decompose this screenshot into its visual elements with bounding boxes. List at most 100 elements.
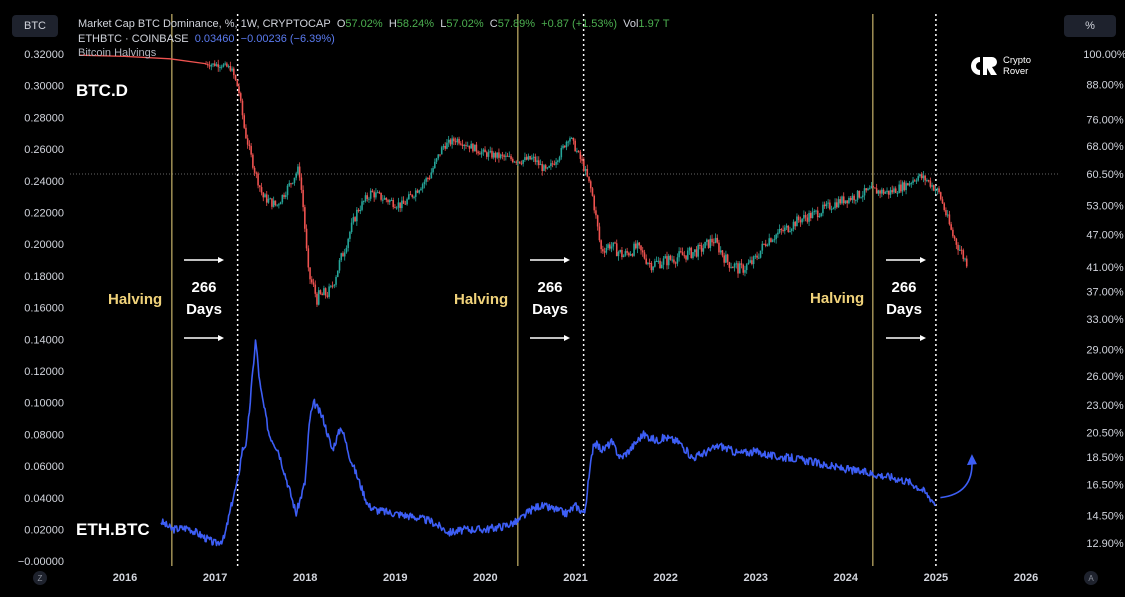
btcd-candle-body — [742, 264, 745, 273]
legend-ethbtc-change: −0.00236 (−6.39%) — [240, 33, 335, 45]
legend-close-label: C — [489, 18, 498, 30]
btcd-candle-body — [868, 188, 871, 190]
btcd-candle-body — [803, 215, 805, 219]
btcd-candle-body — [650, 263, 653, 271]
btcd-candle-body — [366, 195, 369, 199]
btcd-candle-body — [233, 68, 235, 76]
btcd-candle-body — [775, 234, 777, 240]
btcd-candle-body — [439, 154, 441, 156]
btcd-candle-body — [283, 194, 285, 197]
left-axis-tick-label: 0.30000 — [24, 81, 64, 93]
btcd-candle-body — [924, 175, 926, 181]
btcd-candle-body — [764, 243, 767, 246]
btcd-candle-body — [281, 194, 284, 203]
btcd-candle-body — [744, 270, 746, 273]
left-axis-tick-label: 0.28000 — [24, 112, 64, 124]
x-axis-tick-label: 2024 — [834, 572, 859, 584]
btcd-candle-body — [711, 238, 713, 243]
btcd-candle-body — [728, 262, 731, 268]
btcd-candle-body — [808, 212, 810, 222]
right-axis-tick-label: 60.50% — [1086, 169, 1124, 181]
x-axis-tick-label: 2018 — [293, 572, 317, 584]
btcd-candle-body — [835, 202, 838, 208]
btcd-candle-body — [279, 202, 282, 205]
btcd-candle-body — [634, 243, 637, 249]
right-axis-tick-label: 37.00% — [1086, 287, 1124, 299]
btcd-candle-body — [418, 190, 421, 193]
btcd-candle-body — [458, 138, 460, 144]
btcd-candle-body — [342, 253, 344, 257]
btcd-candle-body — [759, 250, 762, 258]
auto-scale-icon[interactable]: A — [1084, 571, 1098, 585]
btcd-candle-body — [207, 63, 209, 66]
btcd-candle-body — [617, 252, 620, 257]
btcd-candle-body — [891, 190, 894, 193]
btcd-candle-body — [284, 195, 287, 197]
btcd-candle-body — [496, 152, 498, 158]
btcd-candle-body — [246, 138, 249, 145]
btcd-candle-body — [570, 137, 573, 139]
btcd-candle-body — [648, 262, 651, 264]
btcd-candle-body — [245, 127, 247, 139]
btcd-candle-body — [472, 143, 474, 152]
btcd-candle-body — [423, 181, 426, 185]
btcd-candle-body — [253, 167, 256, 173]
left-axis-tick-label: 0.08000 — [24, 429, 64, 441]
left-axis-tick-label: 0.10000 — [24, 398, 64, 410]
btcd-candle-body — [499, 154, 502, 158]
btcd-candle-body — [298, 166, 301, 178]
right-axis-tick-label: 33.00% — [1086, 314, 1124, 326]
left-axis-tick-label: 0.02000 — [24, 525, 64, 537]
btcd-candle-body — [953, 236, 956, 239]
btcd-candle-body — [773, 239, 776, 241]
btcd-candle-body — [673, 259, 675, 263]
btcd-candle-body — [278, 204, 280, 206]
symbol-button[interactable]: BTC — [12, 15, 58, 37]
btcd-candle-body — [913, 180, 916, 182]
legend-ethbtc-value: 0.03460 — [194, 33, 235, 45]
right-axis-tick-label: 53.00% — [1086, 201, 1124, 213]
btcd-candle-body — [241, 100, 244, 116]
btcd-candle-body — [539, 164, 542, 166]
btcd-candle-body — [591, 188, 594, 196]
btcd-candle-body — [335, 276, 337, 285]
btcd-candle-body — [945, 210, 947, 216]
btcd-candle-body — [898, 184, 900, 193]
btcd-candle-body — [881, 189, 883, 194]
btcd-candle-body — [855, 199, 857, 201]
btcd-candle-body — [326, 295, 329, 297]
btcd-candle-body — [503, 155, 505, 157]
btcd-candle-body — [756, 255, 758, 258]
btcd-candle-body — [846, 200, 848, 204]
btcd-candle-body — [316, 293, 318, 305]
btcd-candle-body — [815, 210, 817, 212]
btcd-candle-body — [584, 169, 587, 171]
btcd-candle-body — [317, 290, 320, 305]
btcd-candle-body — [626, 251, 628, 253]
btcd-candle-body — [562, 145, 564, 149]
btcd-candle-body — [669, 255, 672, 260]
btcd-candle-body — [489, 150, 492, 153]
zoom-icon[interactable]: Z — [33, 571, 47, 585]
btcd-candle-body — [595, 210, 597, 216]
btcd-candle-body — [917, 176, 920, 181]
btcd-candle-body — [645, 258, 647, 264]
logo-line2: Rover — [1003, 66, 1029, 77]
days-number: 266 — [537, 279, 563, 296]
btcd-candle-body — [820, 213, 822, 217]
btcd-candle-body — [255, 172, 258, 174]
btcd-candle-body — [323, 288, 325, 296]
btcd-candle-body — [797, 216, 800, 221]
btcd-candle-body — [382, 199, 384, 201]
legend-change: +0.87 (+1.53%) — [541, 18, 617, 30]
btcd-candle-body — [858, 190, 861, 198]
btcd-candle-body — [638, 242, 641, 246]
right-axis-tick-label: 41.00% — [1086, 262, 1124, 274]
percent-scale-button[interactable]: % — [1064, 15, 1116, 37]
btcd-candle-body — [799, 220, 802, 223]
btcd-candle-body — [416, 190, 419, 193]
btcd-candle-body — [751, 260, 753, 265]
btcd-candle-body — [352, 217, 355, 223]
btcd-candle-body — [525, 157, 528, 160]
